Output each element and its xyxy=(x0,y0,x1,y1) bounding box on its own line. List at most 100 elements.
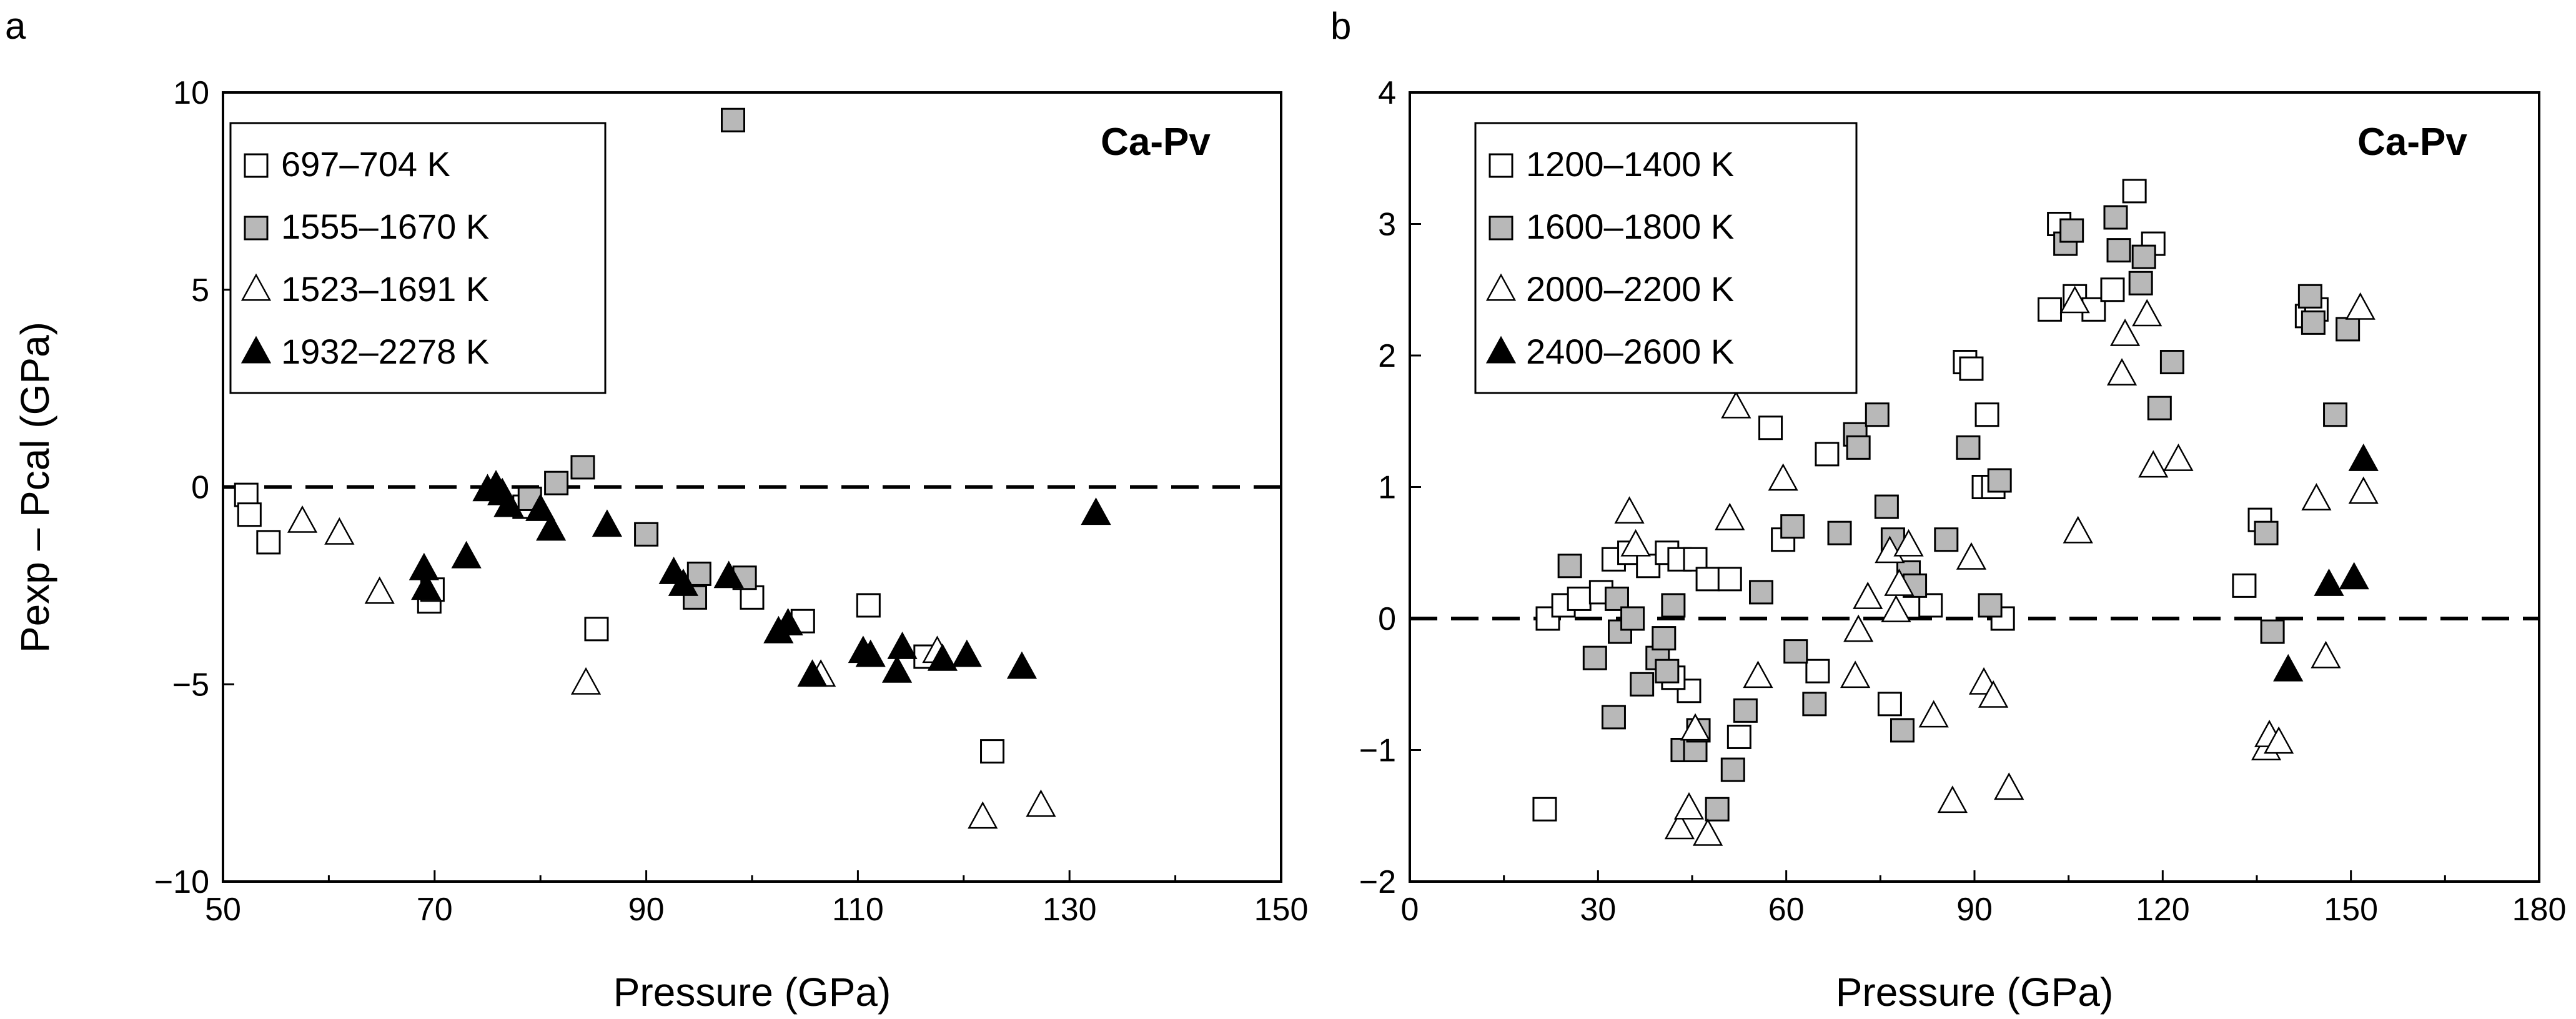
panel-b-series-3-point xyxy=(1721,390,1751,419)
panel-a-series-4-point xyxy=(493,489,524,517)
panel-b-series-3-point xyxy=(1853,582,1883,609)
panel-b-points xyxy=(1532,179,2379,846)
panel-a-series-4-point xyxy=(713,560,744,589)
panel-b-series-1-point xyxy=(1567,586,1592,611)
panel-b-series-2-point xyxy=(1705,797,1730,822)
panel-b-series-4-point xyxy=(2348,444,2379,471)
panel-b-series-3-point xyxy=(2138,450,2169,478)
panel-a-series-2-point xyxy=(544,470,569,495)
panel-b-series-3-point xyxy=(1937,785,1968,813)
panel-a-legend-marker-4 xyxy=(240,336,272,364)
panel-a-series-4-point xyxy=(668,568,699,596)
panel-a-x-axis-title: Pressure (GPa) xyxy=(613,970,891,1015)
panel-b-series-1-point xyxy=(1815,442,1840,467)
panel-b-series-2-point xyxy=(1661,593,1686,618)
panel-b-series-1-point xyxy=(1990,606,2015,631)
panel-b-y-tick-label: −2 xyxy=(1359,864,1396,900)
panel-b-x-tick-label: 0 xyxy=(1401,892,1419,928)
panel-b-series-3-point xyxy=(2264,726,2294,754)
panel-b-legend-marker-1 xyxy=(1489,153,1513,178)
panel-b-series-1-point xyxy=(1683,547,1708,572)
panel-a-x-tick-label: 70 xyxy=(417,892,453,928)
panel-b-legend-box xyxy=(1474,122,1858,394)
panel-a-series-2-point xyxy=(634,522,659,547)
panel-b-legend-label-3: 2000–2200 K xyxy=(1526,269,1734,309)
panel-a-series-3-point xyxy=(968,801,998,829)
panel-a-series-1-point xyxy=(856,593,881,618)
panel-a-series-4-point xyxy=(1081,497,1111,525)
panel-b-x-tick-label: 30 xyxy=(1580,892,1616,928)
panel-b-series-2-point xyxy=(2323,402,2348,427)
panel-a-y-tick-label: 0 xyxy=(191,470,209,506)
panel-a-label: a xyxy=(5,5,26,47)
panel-b-series-2-point xyxy=(2254,520,2279,545)
panel-a-legend-box xyxy=(229,122,607,394)
panel-b-series-2-point xyxy=(1601,705,1626,730)
panel-a-y-tick-label: 5 xyxy=(191,272,209,309)
panel-a-y-tick-label: 10 xyxy=(173,75,209,111)
panel-b-x-axis-title: Pressure (GPa) xyxy=(1836,970,2114,1015)
panel-b-series-3-point xyxy=(1680,713,1711,741)
panel-b-series-3-point xyxy=(1881,595,1911,622)
panel-a-series-4-point xyxy=(1006,651,1038,679)
panel-b-series-3-point xyxy=(1614,496,1645,524)
panel-b-series-3-point xyxy=(2106,358,2138,386)
panel-a-series-4-point xyxy=(773,608,803,635)
panel-b-series-2-point xyxy=(2147,395,2172,420)
panel-a-series-3-point xyxy=(570,667,602,695)
panel-a-annotation: Ca-Pv xyxy=(1101,121,1211,164)
panel-b-y-tick-label: 2 xyxy=(1378,338,1396,374)
panel-b-y-tick-label: −1 xyxy=(1359,733,1396,769)
panel-a-legend-label-3: 1523–1691 K xyxy=(281,269,489,309)
panel-b-series-3-point xyxy=(2109,319,2141,346)
panel-b-series-2-point xyxy=(1720,757,1745,782)
panel-b-y-tick-label: 0 xyxy=(1378,601,1396,637)
panel-b-x-tick-label: 180 xyxy=(2512,892,2567,928)
panel-b-series-3-point xyxy=(1978,680,2009,708)
panel-a-x-tick-label: 90 xyxy=(628,892,665,928)
panel-b-series-2-point xyxy=(2103,205,2128,230)
panel-b-series-2-point xyxy=(2301,310,2326,335)
panel-a-x-tick-label: 150 xyxy=(1254,892,1309,928)
panel-b-series-3-point xyxy=(2345,292,2375,320)
panel-b-series-2-point xyxy=(1865,402,1890,427)
panel-b-series-2-point xyxy=(1783,639,1808,664)
panel-b-annotation: Ca-Pv xyxy=(2357,121,2467,164)
panel-b-series-2-point xyxy=(1890,718,1915,743)
panel-a-legend-label-2: 1555–1670 K xyxy=(281,207,489,246)
panel-b-x-tick-label: 120 xyxy=(2136,892,2190,928)
panel-a-legend-label-4: 1932–2278 K xyxy=(281,332,489,371)
panel-b-series-3-point xyxy=(1768,463,1798,491)
panel-a-series-2-point xyxy=(570,455,595,480)
panel-b-series-3-point xyxy=(2163,444,2194,471)
panel-b-series-2-point xyxy=(2159,350,2184,375)
panel-b: b 0 30 60 90 120 150 180 −2 −1 0 1 2 3 4 Ca-Pv 1200–1… xyxy=(1330,5,2566,1015)
panel-a-series-4-point xyxy=(592,509,623,537)
panel-a-x-tick-label: 50 xyxy=(205,892,241,928)
panel-b-series-2-point xyxy=(1683,738,1708,762)
panel-b-series-2-point xyxy=(1987,468,2012,493)
panel-a-series-3-point xyxy=(1026,789,1056,817)
panel-b-series-3-point xyxy=(1743,660,1773,688)
panel-a-y-tick-label: −5 xyxy=(172,667,209,703)
panel-b-series-1-point xyxy=(2038,297,2063,322)
panel-b-legend-marker-3 xyxy=(1485,273,1517,301)
panel-b-x-tick-label: 150 xyxy=(2324,892,2378,928)
panel-a-series-4-point xyxy=(797,659,828,687)
panel-b-y-tick-label: 4 xyxy=(1378,75,1396,111)
panel-b-series-4-point xyxy=(2273,654,2304,682)
panel-a-plot-frame xyxy=(222,91,1282,883)
panel-b-series-1-point xyxy=(1532,797,1557,822)
panel-b-series-2-point xyxy=(2131,244,2156,269)
panel-b-series-3-point xyxy=(2348,476,2379,504)
panel-b-series-3-point xyxy=(1692,818,1723,846)
panel-b-series-1-point xyxy=(1726,724,1751,749)
panel-b-series-2-point xyxy=(1733,698,1758,723)
panel-b-series-3-point xyxy=(2311,640,2341,669)
panel-b-series-2-point xyxy=(1655,659,1680,683)
panel-b-series-2-point xyxy=(1620,606,1645,631)
panel-a-legend-marker-3 xyxy=(240,273,272,301)
panel-b-series-3-point xyxy=(1843,614,1874,642)
panel-b-x-tick-label: 90 xyxy=(1956,892,1993,928)
